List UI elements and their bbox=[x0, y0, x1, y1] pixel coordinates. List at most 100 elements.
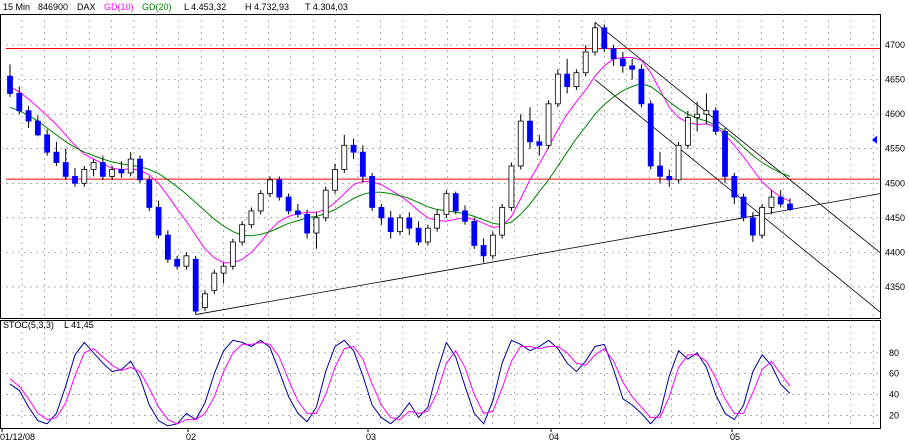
price-tick-label: 4650 bbox=[885, 75, 905, 85]
y-axis-labels: 4350 4400 4450 4500 4550 4600 4650 4700 20 40 60 80 bbox=[885, 40, 905, 420]
interval-label: 15 Min bbox=[3, 2, 30, 12]
trend-lines bbox=[195, 21, 881, 315]
candle-body bbox=[332, 169, 338, 191]
price-tick-label: 4600 bbox=[885, 109, 905, 119]
candle-body bbox=[703, 110, 710, 115]
price-marker bbox=[872, 135, 877, 144]
candle-body bbox=[638, 68, 645, 105]
candle-body bbox=[443, 193, 450, 215]
price-tick-label: 4500 bbox=[885, 178, 905, 188]
stoch-header: STOC(5,3,3) L 41,45 bbox=[3, 320, 94, 330]
ma-fast-label: GD(10) bbox=[104, 2, 134, 12]
price-panel-frame bbox=[0, 14, 881, 319]
candle-body bbox=[415, 227, 422, 243]
trendline bbox=[195, 193, 881, 315]
candle-body bbox=[322, 189, 329, 219]
candle-body bbox=[573, 72, 580, 87]
candle-body bbox=[248, 210, 255, 226]
candle-body bbox=[99, 162, 106, 177]
candle-body bbox=[545, 103, 552, 146]
candle-body bbox=[480, 245, 487, 257]
x-axis-labels: 01/12/08 02 03 04 05 bbox=[0, 428, 740, 442]
candle-body bbox=[34, 120, 41, 136]
candle-body bbox=[471, 220, 478, 246]
candle-body bbox=[749, 217, 756, 236]
candle-body bbox=[174, 258, 181, 267]
candle-body bbox=[220, 265, 227, 274]
candle-body bbox=[276, 179, 283, 198]
candle-body bbox=[16, 93, 23, 112]
candle-body bbox=[387, 217, 394, 233]
stoch-tick-label: 80 bbox=[889, 348, 899, 358]
close-label: T 4.304,03 bbox=[305, 2, 348, 12]
price-tick-label: 4350 bbox=[885, 282, 905, 292]
candle-body bbox=[294, 210, 301, 215]
ma-slow-label: GD(20) bbox=[142, 2, 172, 12]
candle-body bbox=[731, 175, 738, 198]
candle-body bbox=[202, 293, 208, 309]
low-label: L 4.453,32 bbox=[184, 2, 226, 12]
candle-body bbox=[397, 217, 403, 233]
price-marker-icon bbox=[872, 135, 877, 144]
candle-body bbox=[777, 196, 784, 205]
candle-body bbox=[146, 179, 153, 208]
stoch-panel-frame bbox=[0, 320, 881, 429]
candle-body bbox=[164, 234, 171, 260]
candle-body bbox=[267, 179, 273, 195]
stoch-tick-label: 60 bbox=[889, 369, 899, 379]
candle-body bbox=[647, 103, 654, 167]
ma-line-slow bbox=[9, 83, 791, 237]
price-tick-label: 4400 bbox=[885, 247, 905, 257]
candle-body bbox=[489, 234, 496, 257]
candle-body bbox=[517, 120, 524, 167]
candle-body bbox=[657, 165, 663, 177]
candle-body bbox=[675, 144, 682, 181]
candle-body bbox=[341, 144, 348, 170]
candle-body bbox=[610, 48, 617, 60]
stoch-value-label: L 41,45 bbox=[64, 320, 94, 330]
candle-body bbox=[118, 169, 125, 174]
candle-body bbox=[304, 213, 311, 234]
candle-body bbox=[499, 207, 506, 236]
candle-body bbox=[536, 141, 543, 146]
candle-body bbox=[564, 73, 571, 87]
candle-body bbox=[424, 227, 431, 243]
stoch-line-k bbox=[9, 339, 791, 427]
candle-body bbox=[183, 255, 190, 267]
candle-body bbox=[554, 73, 561, 105]
candle-body bbox=[666, 175, 673, 181]
candle-body bbox=[582, 51, 589, 74]
candle-body bbox=[53, 151, 60, 163]
stoch-line-d bbox=[9, 341, 791, 425]
stoch-tick-label: 20 bbox=[889, 410, 899, 420]
candle-body bbox=[787, 203, 793, 210]
candle-body bbox=[406, 217, 413, 229]
candle-body bbox=[759, 207, 766, 236]
candle-body bbox=[619, 58, 626, 67]
trendline bbox=[594, 21, 881, 253]
candle-body bbox=[127, 158, 134, 174]
candle-body bbox=[592, 27, 598, 53]
candle-body bbox=[434, 213, 441, 229]
candle-body bbox=[211, 272, 218, 291]
candle-body bbox=[192, 258, 199, 312]
candle-body bbox=[72, 175, 78, 184]
price-tick-label: 4450 bbox=[885, 213, 905, 223]
candle-body bbox=[109, 169, 116, 177]
price-tick-label: 4550 bbox=[885, 144, 905, 154]
high-label: H 4.732,93 bbox=[245, 2, 289, 12]
candle-body bbox=[137, 158, 143, 181]
candle-body bbox=[712, 110, 719, 132]
candle-body bbox=[694, 113, 701, 119]
symbol-label: DAX bbox=[77, 2, 96, 12]
x-tick-label: 03 bbox=[366, 432, 376, 442]
x-tick-label: 05 bbox=[730, 432, 740, 442]
candle-body bbox=[527, 120, 533, 143]
candles bbox=[7, 22, 793, 315]
candle-body bbox=[7, 75, 13, 94]
x-tick-label: 01/12/08 bbox=[0, 432, 35, 442]
price-header: 15 Min 846900 DAX GD(10) GD(20) L 4.453,… bbox=[3, 2, 348, 12]
candle-body bbox=[44, 134, 51, 153]
